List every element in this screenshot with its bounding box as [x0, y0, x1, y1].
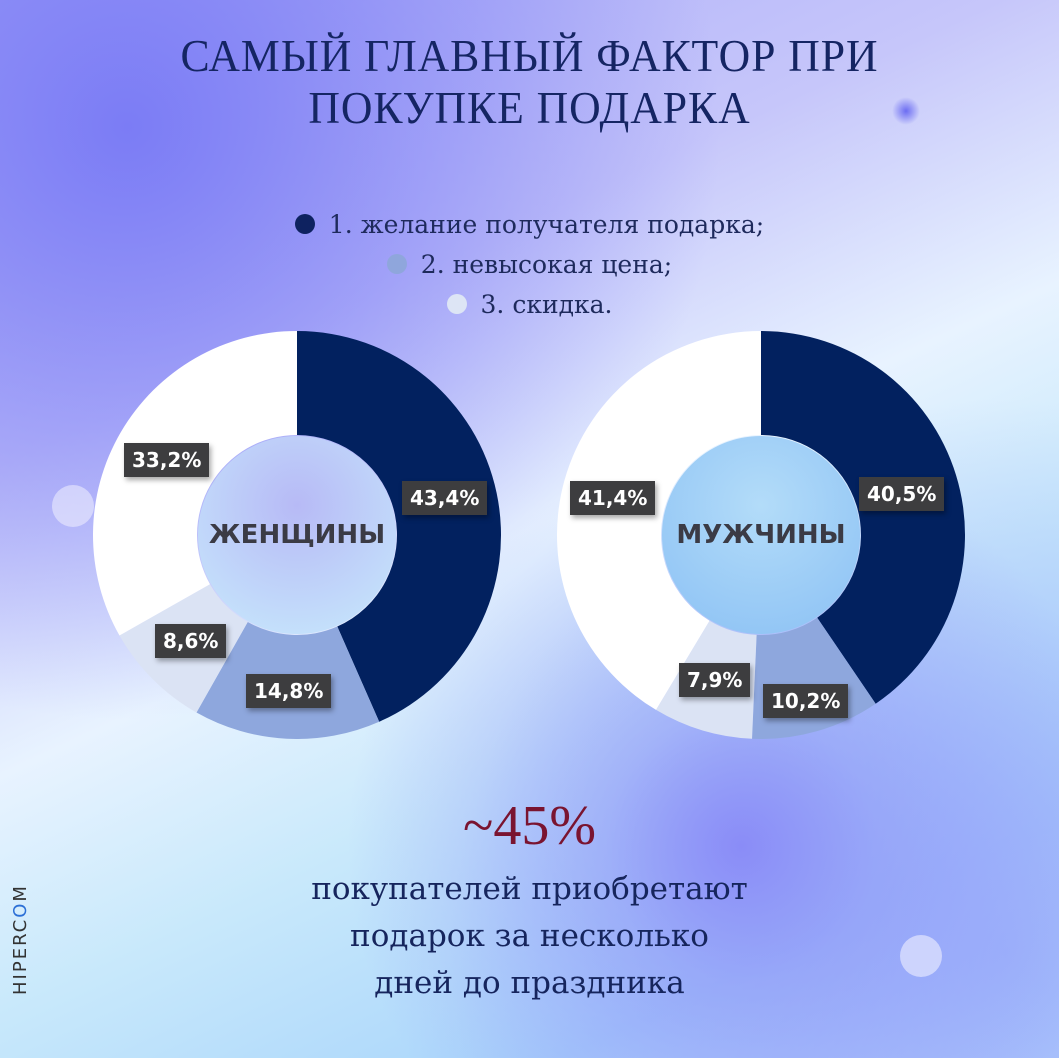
decor-blob	[900, 935, 942, 977]
title-line-1: САМЫЙ ГЛАВНЫЙ ФАКТОР ПРИ	[180, 30, 879, 81]
legend-dot-icon	[294, 214, 315, 234]
legend-label: 1. желание получателя подарка;	[328, 210, 765, 239]
headline-caption: покупателей приобретают подарок за неско…	[0, 866, 1059, 1007]
data-label: 33,2%	[124, 443, 210, 477]
legend-dot-icon	[446, 294, 467, 314]
legend-item-3: 3. скидка.	[0, 285, 1059, 325]
donut-segment	[93, 331, 297, 636]
legend-dot-icon	[386, 254, 407, 274]
donut-segment	[761, 331, 965, 704]
legend: 1. желание получателя подарка; 2. невысо…	[0, 205, 1059, 325]
page-title: САМЫЙ ГЛАВНЫЙ ФАКТОР ПРИ ПОКУПКЕ ПОДАРКА	[26, 30, 1032, 134]
data-label: 41,4%	[570, 481, 656, 515]
data-label: 14,8%	[246, 674, 332, 708]
donut-chart-men: МУЖЧИНЫ 40,5% 10,2% 7,9% 41,4%	[557, 331, 965, 739]
donut-men-graphic	[557, 331, 965, 739]
donut-center-label: ЖЕНЩИНЫ	[208, 520, 386, 550]
data-label: 8,6%	[155, 624, 227, 658]
data-label: 7,9%	[679, 663, 751, 697]
legend-label: 3. скидка.	[480, 290, 613, 319]
brand-text: HIPERC	[10, 917, 31, 995]
data-label: 40,5%	[859, 477, 945, 511]
caption-line: дней до праздника	[374, 965, 685, 1001]
legend-item-2: 2. невысокая цена;	[0, 245, 1059, 285]
title-line-2: ПОКУПКЕ ПОДАРКА	[308, 82, 751, 133]
caption-line: подарок за несколько	[350, 918, 709, 954]
brand-accent: O	[10, 901, 31, 918]
headline-stat: ~45%	[463, 795, 596, 857]
brand-logo: HIPERCOM	[10, 884, 31, 995]
legend-label: 2. невысокая цена;	[420, 250, 673, 279]
donut-segment	[297, 331, 501, 722]
donut-center-label: МУЖЧИНЫ	[676, 520, 846, 550]
donut-segment	[557, 331, 761, 710]
data-label: 43,4%	[402, 481, 488, 515]
brand-text: M	[10, 884, 31, 902]
decor-blob	[892, 97, 920, 125]
decor-blob	[52, 485, 94, 527]
donut-women-graphic	[93, 331, 501, 739]
data-label: 10,2%	[763, 684, 849, 718]
caption-line: покупателей приобретают	[311, 871, 748, 907]
donut-chart-women: ЖЕНЩИНЫ 43,4% 14,8% 8,6% 33,2%	[93, 331, 501, 739]
legend-item-1: 1. желание получателя подарка;	[0, 205, 1059, 245]
